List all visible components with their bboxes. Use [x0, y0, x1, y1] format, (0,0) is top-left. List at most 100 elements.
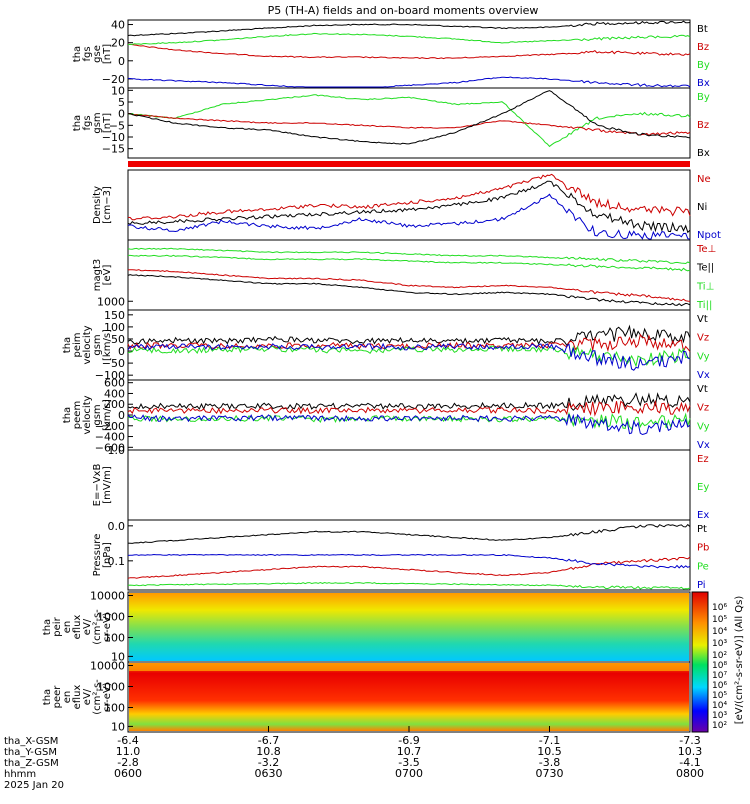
colorbar-tick: 10⁴ — [712, 627, 727, 637]
y-tick-label: −5 — [109, 119, 125, 132]
series-temp-Te⊥ — [127, 269, 691, 302]
series-fgs_gsm-Bz — [127, 113, 691, 137]
y-tick-label: 10 — [111, 650, 125, 663]
legend-Bz: Bz — [697, 42, 709, 53]
spectrogram-peer — [129, 663, 689, 731]
legend-Ey: Ey — [697, 482, 709, 493]
colorbar-tick: 10⁸ — [712, 661, 727, 671]
y-axis-label: peer — [52, 685, 63, 709]
x-tick-ygsm: 11.0 — [116, 745, 141, 758]
x-tick-ygsm: 10.5 — [537, 745, 562, 758]
x-row-label: 2025 Jan 20 — [4, 780, 64, 791]
series-fgs-Bt — [127, 20, 691, 37]
y-axis-label: velocity — [82, 395, 93, 434]
legend-Bx: Bx — [697, 78, 710, 89]
y-axis-label: tha — [42, 619, 53, 635]
x-tick-zgsm: -3.8 — [539, 756, 560, 769]
y-axis-label: peim — [72, 332, 83, 357]
x-tick-xgsm: -6.4 — [117, 734, 138, 747]
y-axis-label: gsm — [92, 112, 103, 133]
panel-frame — [127, 379, 691, 451]
spectrogram-peer-top — [129, 663, 689, 671]
legend-Pb: Pb — [697, 543, 709, 554]
series-temp-Ti|| — [128, 254, 691, 272]
series-fgs_gsm-Bx — [127, 90, 691, 145]
x-tick-zgsm: -2.8 — [117, 756, 138, 769]
y-axis-label: [mV/m] — [102, 466, 113, 504]
y-tick-label: −15 — [102, 143, 125, 156]
legend-Vx: Vx — [697, 370, 710, 381]
y-axis-label: [eV] — [102, 265, 113, 286]
y-tick-label: 1000 — [97, 681, 125, 694]
colorbar-tick: 10⁴ — [712, 701, 727, 711]
y-axis-label: eflux — [72, 615, 83, 640]
x-tick-hhmm: 0730 — [536, 767, 564, 780]
x-tick-zgsm: -3.2 — [258, 756, 279, 769]
y-axis-label: tha — [72, 46, 83, 62]
y-tick-label: 5 — [118, 96, 125, 109]
y-axis-label: Pressure — [92, 534, 103, 577]
y-axis-label: peem — [72, 401, 83, 429]
y-axis-label: gse — [92, 45, 103, 63]
y-axis-label: eflux — [72, 685, 83, 710]
legend-Ti||: Ti|| — [696, 300, 712, 311]
y-axis-label: tha — [62, 407, 73, 423]
series-fgs_gsm-By — [127, 94, 691, 148]
y-axis-label: (cm²-s- — [92, 609, 103, 645]
y-tick-label: 1.0 — [108, 444, 126, 457]
legend-Bx: Bx — [697, 148, 710, 159]
series-temp-Ti⊥ — [127, 247, 691, 265]
legend-Bt: Bt — [697, 24, 708, 35]
legend-Te||: Te|| — [696, 263, 714, 274]
colorbar-tick: 10⁶ — [712, 681, 727, 691]
y-tick-label: −10 — [102, 131, 125, 144]
series-temp-Te|| — [127, 274, 691, 307]
y-axis-label: [nPa] — [102, 542, 113, 568]
x-row-label: tha_Y-GSM — [4, 747, 57, 758]
y-tick-label: 0.0 — [108, 520, 126, 533]
spectrogram-peir — [129, 593, 689, 661]
y-tick-label: 0 — [118, 55, 125, 68]
series-ve-Vt — [127, 392, 691, 411]
legend-Ni: Ni — [697, 202, 707, 213]
x-tick-ygsm: 10.8 — [256, 745, 281, 758]
x-row-label: hhmm — [4, 769, 36, 780]
y-axis-label: gsm — [92, 404, 103, 425]
x-tick-zgsm: -3.5 — [398, 756, 419, 769]
x-tick-ygsm: 10.7 — [397, 745, 422, 758]
y-tick-label: 10000 — [90, 590, 125, 603]
series-density-Npot — [127, 193, 691, 240]
legend-Bz: Bz — [697, 120, 709, 131]
colorbar-tick: 10⁵ — [712, 615, 727, 625]
panel-frame — [127, 449, 691, 521]
y-tick-label: −100 — [95, 369, 125, 382]
legend-Vz: Vz — [697, 403, 709, 414]
panel-frame — [127, 19, 691, 89]
series-ve-Vx — [127, 413, 691, 436]
colorbar-tick: 10³ — [712, 711, 727, 721]
legend-Vt: Vt — [697, 314, 708, 325]
legend-Ti⊥: Ti⊥ — [696, 281, 714, 292]
x-tick-hhmm: 0600 — [114, 767, 142, 780]
y-tick-label: 200 — [104, 398, 125, 411]
y-axis-label: fgs — [82, 46, 93, 61]
y-tick-label: 100 — [104, 702, 125, 715]
y-tick-label: 50 — [111, 333, 125, 346]
panel-frame — [127, 87, 691, 159]
status-bar-red — [128, 161, 690, 167]
colorbar-tick: 10³ — [712, 639, 727, 649]
x-tick-xgsm: -6.9 — [398, 734, 419, 747]
y-axis-label: sr-eV) — [102, 612, 113, 641]
y-tick-label: −50 — [102, 357, 125, 370]
y-tick-label: 1000 — [97, 295, 125, 308]
legend-Pi: Pi — [697, 580, 706, 591]
y-axis-label: fgs — [82, 115, 93, 130]
x-tick-hhmm: 0630 — [255, 767, 283, 780]
series-vi-Vt — [127, 324, 691, 347]
legend-Pt: Pt — [697, 524, 707, 535]
y-tick-label: 0 — [118, 108, 125, 121]
